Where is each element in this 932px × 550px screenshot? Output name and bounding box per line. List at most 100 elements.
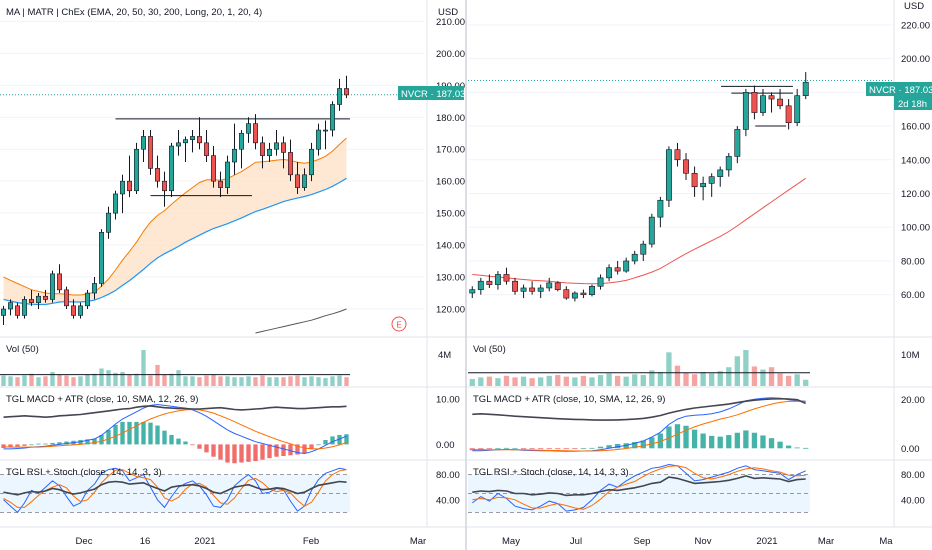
- volume-bar: [29, 373, 34, 386]
- candle-body: [274, 142, 279, 150]
- macd-histogram-bar: [155, 425, 160, 445]
- macd-histogram-bar: [134, 421, 139, 445]
- macd-histogram-bar: [640, 440, 646, 449]
- candle-body: [529, 287, 536, 292]
- left-volume-tick: 4M: [438, 350, 451, 361]
- date-tick-label: Sep: [634, 536, 651, 547]
- right-rsi-legend: TGL RSI + Stoch (close, 14, 14, 3, 3): [473, 467, 629, 478]
- candle-body: [267, 148, 272, 156]
- volume-bar: [614, 375, 621, 386]
- volume-bar: [50, 371, 55, 386]
- stoch-d-line: [472, 465, 806, 510]
- left-chart[interactable]: 210.00200.00190.00180.00170.00160.00150.…: [0, 17, 465, 547]
- volume-bar: [478, 377, 484, 386]
- volume-bar: [71, 377, 76, 386]
- earnings-marker[interactable]: E: [391, 316, 407, 332]
- date-tick-label: Dec: [76, 536, 93, 547]
- macd-line: [3, 403, 347, 455]
- ema-200-line: [255, 308, 347, 334]
- volume-bar: [700, 371, 706, 386]
- macd-histogram-bar: [726, 435, 732, 449]
- date-tick-label: May: [502, 536, 520, 547]
- volume-bar: [495, 378, 501, 386]
- candle-body: [734, 129, 741, 157]
- right-volume-tick: 10M: [901, 350, 920, 361]
- candle-body: [768, 95, 775, 100]
- volume-bar: [183, 376, 188, 386]
- volume-bar: [344, 377, 349, 386]
- stoch-d-line: [3, 469, 347, 508]
- candle-body: [691, 172, 698, 188]
- volume-bar: [768, 367, 775, 386]
- volume-bar: [106, 370, 111, 386]
- price-tick-label: 200.00: [436, 49, 465, 60]
- candle-body: [225, 161, 230, 188]
- candle-body: [785, 105, 792, 123]
- volume-bar: [666, 352, 672, 386]
- volume-bar: [734, 356, 740, 386]
- candle-body: [657, 199, 664, 218]
- volume-bar: [190, 376, 195, 386]
- candle-body: [309, 148, 314, 176]
- volume-bar: [555, 375, 561, 386]
- price-tick-label: 130.00: [436, 273, 465, 284]
- macd-histogram-bar: [486, 448, 493, 450]
- macd-histogram-bar: [520, 448, 527, 450]
- candle-body: [281, 142, 286, 153]
- candle-body: [777, 98, 784, 107]
- volume-bar: [486, 376, 493, 386]
- candle-body: [486, 280, 493, 285]
- volume-bar: [580, 375, 587, 386]
- macd-histogram-bar: [674, 424, 681, 449]
- candle-body: [1, 308, 6, 316]
- macd-histogram-bar: [218, 444, 223, 460]
- right-currency-label: USD: [904, 1, 924, 12]
- macd-histogram-bar: [204, 444, 209, 453]
- volume-bar: [253, 377, 258, 386]
- volume-bar: [726, 367, 732, 386]
- earnings-marker-label: E: [396, 321, 401, 330]
- volume-bar: [218, 376, 223, 386]
- date-tick-label: Jul: [570, 536, 582, 547]
- macd-histogram-bar: [99, 434, 104, 445]
- volume-bar: [674, 365, 681, 386]
- macd-histogram-bar: [253, 444, 258, 462]
- volume-bar: [78, 376, 83, 386]
- candle-body: [22, 299, 27, 316]
- price-tick-label: 120.00: [436, 305, 465, 316]
- right-price-tag: NVCR · 187.03 2d 18h: [866, 82, 932, 110]
- macd-histogram-bar: [57, 442, 62, 445]
- candle-body: [190, 136, 195, 140]
- volume-bar: [760, 369, 766, 386]
- macd-histogram-bar: [344, 434, 349, 445]
- bar-countdown: 2d 18h: [898, 99, 927, 110]
- volume-bar: [316, 377, 321, 386]
- moving-average-line: [472, 177, 806, 285]
- price-tick-label: 100.00: [901, 223, 930, 234]
- macd-histogram-bar: [64, 441, 69, 445]
- candle-body: [106, 212, 111, 233]
- candle-body: [614, 267, 621, 272]
- price-tick-label: 140.00: [436, 241, 465, 252]
- price-tick-label: 140.00: [901, 155, 930, 166]
- volume-bar: [777, 373, 783, 386]
- macd-histogram-bar: [225, 444, 230, 463]
- macd-histogram-bar: [78, 440, 83, 445]
- candle-body: [554, 282, 561, 290]
- macd-histogram-bar: [768, 438, 775, 449]
- macd-histogram-bar: [15, 444, 20, 447]
- volume-bar: [794, 374, 800, 386]
- svg-text:NVCR · 187.03: NVCR · 187.03: [401, 89, 465, 100]
- stoch-k-line: [472, 463, 806, 512]
- macd-histogram-bar: [176, 438, 181, 445]
- volume-bar: [606, 373, 612, 386]
- volume-bar: [148, 375, 153, 386]
- candle-body: [580, 292, 587, 296]
- candle-body: [700, 183, 707, 188]
- right-chart[interactable]: 220.00200.00180.00160.00140.00120.00100.…: [468, 20, 930, 547]
- svg-text:NVCR · 187.03: NVCR · 187.03: [869, 85, 932, 96]
- right-macd-legend: TGL MACD + ATR (close, 10, SMA, 12, 26, …: [473, 394, 665, 405]
- candle-body: [36, 295, 41, 303]
- candle-body: [640, 243, 647, 255]
